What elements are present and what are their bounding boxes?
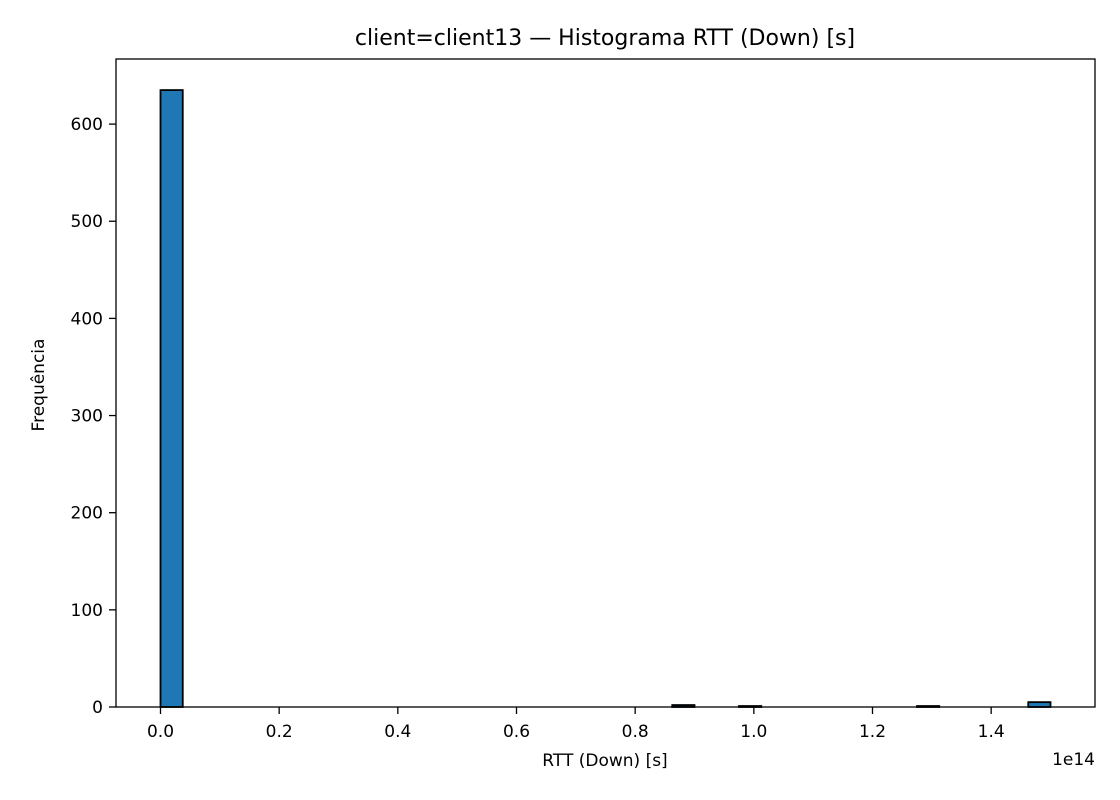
- x-axis-label: RTT (Down) [s]: [542, 751, 667, 771]
- x-offset-text: 1e14: [1052, 750, 1095, 770]
- y-axis: 0 100 200 300 400 500 600: [71, 115, 116, 718]
- x-tick-label: 0.0: [147, 722, 174, 742]
- histogram-bar: [1027, 701, 1052, 708]
- y-tick-label: 100: [71, 601, 103, 621]
- x-tick-label: 1.2: [859, 722, 886, 742]
- x-tick-label: 0.2: [266, 722, 293, 742]
- y-tick-label: 200: [71, 504, 103, 524]
- x-tick-label: 0.4: [384, 722, 411, 742]
- y-tick-label: 400: [71, 309, 103, 329]
- x-tick-label: 1.0: [740, 722, 767, 742]
- y-axis-label: Frequência: [29, 339, 49, 432]
- x-tick-label: 0.8: [622, 722, 649, 742]
- x-axis: 0.0 0.2 0.4 0.6 0.8 1.0 1.2 1.4: [147, 707, 1005, 742]
- chart-title: client=client13 — Histograma RTT (Down) …: [355, 26, 855, 51]
- y-tick-label: 600: [71, 115, 103, 135]
- x-tick-label: 1.4: [978, 722, 1005, 742]
- plot-frame: [115, 58, 1096, 708]
- y-tick-label: 500: [71, 212, 103, 232]
- x-tick-label: 0.6: [503, 722, 530, 742]
- y-tick-label: 300: [71, 407, 103, 427]
- y-tick-label: 0: [92, 698, 103, 718]
- histogram-bar: [159, 89, 184, 708]
